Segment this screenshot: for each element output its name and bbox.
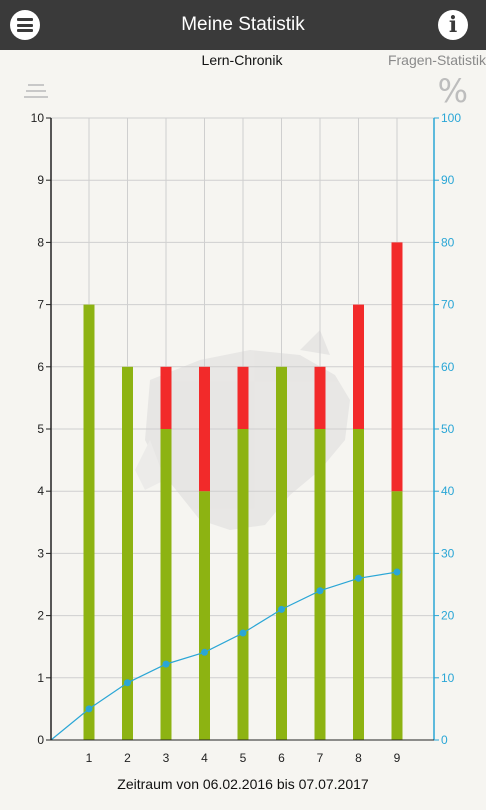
y-left-tick-label: 6: [37, 360, 44, 374]
y-left-tick-label: 5: [37, 422, 44, 436]
line-point: [201, 648, 208, 656]
chart-line: [50, 568, 401, 741]
filter-lines-icon[interactable]: [24, 80, 48, 100]
tab-fragen-statistik[interactable]: Fragen-Statistik: [387, 52, 486, 68]
y-left-tick-label: 1: [37, 671, 44, 685]
bar-segment-red: [314, 366, 326, 429]
percent-icon[interactable]: %: [437, 72, 468, 110]
y-right-tick-label: 20: [441, 609, 455, 623]
y-left-tick-label: 4: [37, 484, 44, 498]
y-right-tick-label: 40: [441, 484, 455, 498]
y-right-tick-label: 70: [441, 298, 455, 312]
tab-lern-chronik[interactable]: Lern-Chronik: [201, 52, 283, 68]
info-button[interactable]: i: [438, 10, 468, 40]
line-point: [316, 587, 324, 595]
x-tick-label: 6: [278, 751, 285, 765]
menu-line: [17, 23, 33, 27]
x-tick-label: 5: [240, 751, 247, 765]
bar-segment-green: [314, 429, 326, 740]
y-right-tick-label: 30: [441, 546, 455, 560]
bar-segment-green: [122, 366, 133, 740]
line-point: [393, 568, 401, 576]
bar-segment-green: [353, 429, 364, 740]
y-right-tick-label: 0: [441, 733, 448, 747]
y-right-tick-label: 10: [441, 671, 455, 685]
y-right-tick-label: 80: [441, 235, 455, 249]
period-footer: Zeitraum von 06.02.2016 bis 07.07.2017: [117, 776, 369, 792]
x-tick-label: 2: [124, 751, 131, 765]
x-tick-label: 7: [317, 751, 324, 765]
bar-segment-red: [353, 304, 364, 429]
chart-bars: [83, 242, 403, 740]
bar-segment-green: [83, 304, 95, 740]
bar-segment-red: [199, 366, 210, 492]
y-right-tick-label: 60: [441, 360, 455, 374]
y-left-tick-label: 3: [37, 546, 44, 560]
menu-line: [17, 29, 33, 32]
line-series-path: [50, 571, 398, 741]
line-point: [124, 679, 131, 687]
bar-segment-red: [160, 366, 172, 429]
y-left-tick-label: 7: [37, 298, 44, 312]
line-point: [355, 574, 362, 582]
line-point: [162, 660, 170, 668]
y-left-tick-label: 9: [37, 173, 44, 187]
top-app-bar: Meine Statistik i: [0, 0, 486, 50]
bar-segment-green: [160, 429, 172, 740]
tab-bar: Lern-Chronik Fragen-Statistik: [0, 50, 486, 72]
y-left-tick-label: 10: [31, 111, 45, 125]
y-right-tick-label: 100: [441, 111, 461, 125]
line-point: [239, 629, 247, 637]
page-title: Meine Statistik: [181, 14, 305, 35]
bar-segment-green: [391, 491, 403, 740]
line-point: [278, 605, 285, 613]
bar-segment-red: [237, 366, 249, 429]
menu-line: [17, 18, 33, 21]
x-tick-label: 3: [163, 751, 170, 765]
y-right-tick-label: 90: [441, 173, 455, 187]
bar-segment-green: [237, 429, 249, 740]
x-tick-label: 9: [394, 751, 401, 765]
line-point: [85, 705, 93, 713]
x-tick-label: 1: [86, 751, 93, 765]
bar-segment-green: [276, 366, 287, 740]
y-left-tick-label: 8: [37, 235, 44, 249]
y-left-tick-label: 2: [37, 609, 44, 623]
bar-segment-green: [199, 491, 210, 740]
y-right-tick-label: 50: [441, 422, 455, 436]
bar-segment-red: [391, 242, 403, 492]
x-tick-label: 4: [201, 751, 208, 765]
x-tick-label: 8: [355, 751, 362, 765]
menu-button[interactable]: [10, 10, 40, 40]
y-left-tick-label: 0: [37, 733, 44, 747]
